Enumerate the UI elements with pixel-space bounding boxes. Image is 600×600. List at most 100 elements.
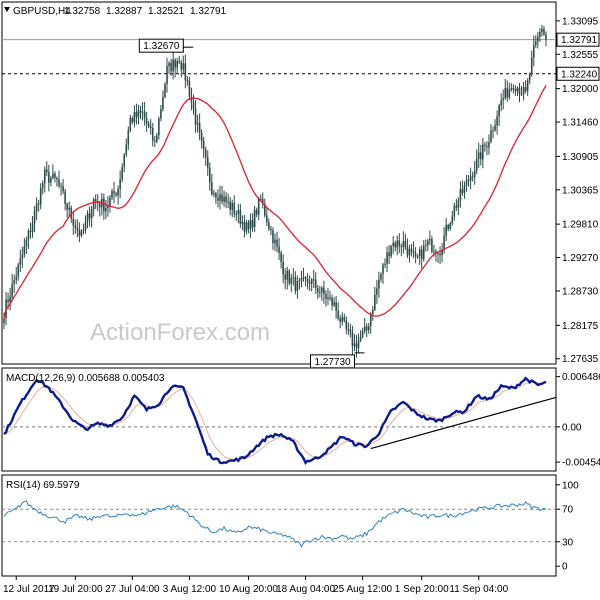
candle xyxy=(420,245,423,269)
candle-body xyxy=(217,197,219,201)
candle-body xyxy=(445,224,447,236)
candle-body xyxy=(233,203,236,214)
candle xyxy=(532,35,535,67)
candle-body xyxy=(9,296,11,302)
level-line-label: 1.32240 xyxy=(561,69,598,80)
candle-body xyxy=(520,94,523,96)
candle-body xyxy=(437,253,439,255)
rsi-tick-label: 30 xyxy=(562,537,574,548)
candle-body xyxy=(74,225,77,228)
candle xyxy=(427,238,429,251)
price-level-lines xyxy=(2,39,556,75)
candle xyxy=(245,219,248,235)
candle xyxy=(111,188,113,201)
candle xyxy=(416,254,419,260)
candle-body xyxy=(170,62,172,72)
candle-body xyxy=(143,111,146,119)
candle xyxy=(290,274,293,293)
candle-body xyxy=(3,318,5,324)
time-tick-label: 25 Aug 12:00 xyxy=(333,584,392,595)
candle-body xyxy=(255,210,258,215)
candle-body xyxy=(528,74,531,81)
candle-body xyxy=(186,80,189,82)
candle-body xyxy=(72,218,75,226)
candle-body xyxy=(88,213,91,219)
candle-body xyxy=(84,221,87,231)
candle xyxy=(306,273,309,290)
candle xyxy=(349,323,352,338)
candle xyxy=(48,164,50,192)
price-callout: 1.32670 xyxy=(138,38,194,53)
candle xyxy=(223,190,225,207)
candle xyxy=(23,237,26,258)
candle-body xyxy=(29,230,32,232)
candle xyxy=(43,166,46,193)
macd-panel-frame xyxy=(1,367,557,472)
candle xyxy=(90,205,93,228)
candle xyxy=(268,218,270,232)
candle-body xyxy=(272,230,274,244)
candle xyxy=(479,144,482,166)
candle-body xyxy=(526,80,529,92)
candle xyxy=(441,242,443,263)
candle-body xyxy=(539,31,541,37)
macd-tick-label: 0.00 xyxy=(562,422,582,433)
candle xyxy=(392,236,394,254)
candle-body xyxy=(237,210,240,215)
candle xyxy=(76,219,79,238)
candle-body xyxy=(37,203,40,205)
candle xyxy=(206,150,209,176)
candle xyxy=(378,271,380,298)
candle-body xyxy=(380,274,382,280)
candle-body xyxy=(459,189,462,201)
candle-body xyxy=(259,198,262,200)
candle xyxy=(451,210,454,226)
candle xyxy=(9,287,11,311)
candle-body xyxy=(105,208,107,212)
price-tick-label: 1.32000 xyxy=(562,84,599,95)
candle xyxy=(137,104,140,125)
price-callout-label: 1.27730 xyxy=(314,357,351,368)
candle xyxy=(410,244,413,257)
candle-body xyxy=(192,101,195,110)
candle xyxy=(131,116,134,125)
candle xyxy=(449,221,452,231)
candle-body xyxy=(121,166,123,180)
candle-body xyxy=(7,299,9,302)
candle-body xyxy=(488,142,490,148)
candle-body xyxy=(304,277,307,279)
candle-body xyxy=(247,222,250,230)
candle-body xyxy=(153,140,156,142)
candle xyxy=(380,272,382,283)
watermark: ActionForex.com xyxy=(90,319,270,346)
candle-body xyxy=(494,125,496,131)
candle-body xyxy=(103,198,105,212)
candle xyxy=(500,93,502,112)
candle xyxy=(400,243,403,257)
candle xyxy=(54,171,56,183)
candle-body xyxy=(119,179,121,189)
candle-body xyxy=(182,63,185,70)
candle xyxy=(180,59,183,78)
candle-body xyxy=(202,141,205,150)
candle xyxy=(502,89,505,110)
candle-body xyxy=(15,276,18,281)
candle-body xyxy=(400,246,403,248)
rsi-tick-label: 0 xyxy=(562,562,568,573)
candle-body xyxy=(484,144,486,147)
candle xyxy=(272,227,274,250)
candle xyxy=(437,251,439,263)
macd-main-line xyxy=(3,376,547,465)
candle xyxy=(149,118,152,135)
candle xyxy=(282,254,284,284)
price-tick-label: 1.31460 xyxy=(562,118,599,129)
macd-title: MACD(12,26,9) 0.005688 0.005403 xyxy=(6,373,165,384)
candle-body xyxy=(282,261,284,275)
candle-body xyxy=(321,287,323,293)
candle xyxy=(135,103,138,125)
candle xyxy=(182,55,185,74)
candle-body xyxy=(174,59,176,68)
candle xyxy=(156,133,158,144)
candle-body xyxy=(115,193,117,196)
price-title: GBPUSD,H4 xyxy=(13,6,71,17)
